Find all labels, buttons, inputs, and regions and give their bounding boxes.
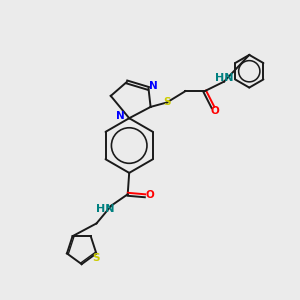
Text: N: N xyxy=(116,111,125,121)
Text: S: S xyxy=(92,253,100,263)
Text: N: N xyxy=(149,81,158,91)
Text: O: O xyxy=(210,106,219,116)
Text: HN: HN xyxy=(215,73,234,83)
Text: O: O xyxy=(146,190,154,200)
Text: HN: HN xyxy=(96,204,114,214)
Text: S: S xyxy=(164,97,171,107)
